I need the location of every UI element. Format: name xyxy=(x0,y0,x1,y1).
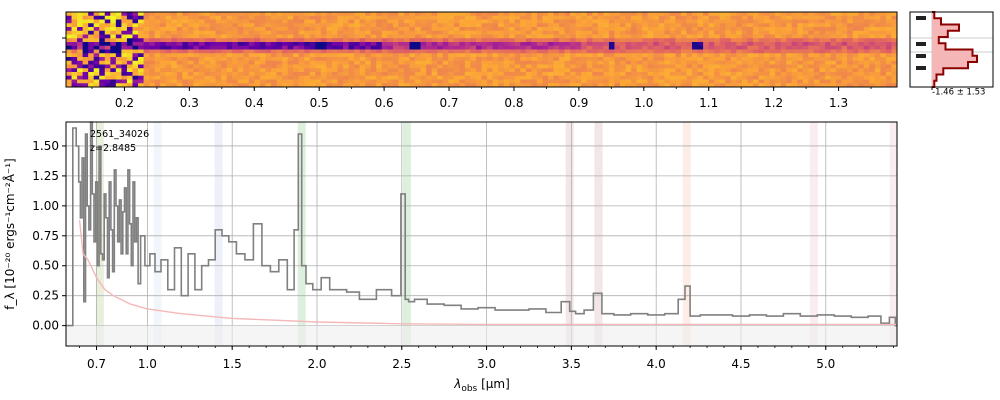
top-x-tick-label: 1.2 xyxy=(764,96,783,110)
panel-1d-frame xyxy=(65,121,898,347)
top-x-tick-label: 1.0 xyxy=(634,96,653,110)
panel-2d-spectrum: 0.2 0.3 0.4 0.5 0.6 0.7 0.8 0.9 1.0 1.1 1.2 1.3 xyxy=(62,11,898,110)
line-band xyxy=(594,122,603,346)
top-x-tick-label: 0.6 xyxy=(375,96,394,110)
y-tick-label: 1.50 xyxy=(32,139,59,153)
line-band xyxy=(402,122,411,346)
series-error-line xyxy=(78,220,897,326)
y-axis-label: f_λ [10⁻²⁰ ergs⁻¹cm⁻²Å⁻¹] xyxy=(2,158,17,309)
top-x-tick-label: 1.1 xyxy=(699,96,718,110)
line-band xyxy=(889,122,898,346)
y-tick-label: 0.75 xyxy=(32,229,59,243)
profile-line xyxy=(932,11,978,88)
panel-1d-spectrum: 0.7 1.0 1.5 2.0 2.5 3.0 3.5 4.0 4.5 5.0 0.00 0.25 0.… xyxy=(2,121,898,394)
top-x-tick-label: 0.3 xyxy=(180,96,199,110)
line-band xyxy=(214,122,223,346)
profile-marker xyxy=(916,42,926,46)
x-axis-label-sub: obs xyxy=(461,384,477,394)
series-flux-line xyxy=(66,121,897,327)
profile-marker xyxy=(916,66,926,70)
profile-marker xyxy=(916,16,926,20)
line-band xyxy=(153,122,162,346)
grid xyxy=(66,122,897,346)
x-tick-label: 4.5 xyxy=(731,357,750,371)
x-tick-label: 3.5 xyxy=(562,357,581,371)
object-label: 2561_34026 xyxy=(90,129,149,140)
top-x-tick-label: 0.8 xyxy=(504,96,523,110)
x-tick-label: 4.0 xyxy=(647,357,666,371)
top-x-tick-label: 0.5 xyxy=(310,96,329,110)
x-tick-label: 1.5 xyxy=(223,357,242,371)
y-tick-label: 0.25 xyxy=(32,289,59,303)
y-tick-label: 1.00 xyxy=(32,199,59,213)
line-band xyxy=(809,122,818,346)
profile-marker xyxy=(916,54,926,58)
x-axis-label: λobs [μm] xyxy=(453,377,510,394)
redshift-label: z=2.8485 xyxy=(90,143,136,154)
top-x-tick-label: 0.2 xyxy=(115,96,134,110)
top-x-tick-label: 0.9 xyxy=(569,96,588,110)
top-x-axis: 0.2 0.3 0.4 0.5 0.6 0.7 0.8 0.9 1.0 1.1 1.2 1.3 xyxy=(62,37,872,110)
panel-spatial-profile: -1.46 ± 1.53 xyxy=(909,11,994,98)
top-x-tick-label: 1.3 xyxy=(829,96,848,110)
x-tick-label: 1.0 xyxy=(138,357,157,371)
line-band xyxy=(682,122,691,346)
profile-frame xyxy=(909,11,994,88)
line-bands xyxy=(95,122,898,346)
series xyxy=(66,121,897,327)
y-tick-label: 0.00 xyxy=(32,319,59,333)
x-axis-label-unit: [μm] xyxy=(481,377,510,391)
top-x-tick-label: 0.4 xyxy=(245,96,264,110)
x-axis-label-main: λ xyxy=(453,377,461,391)
x-tick-label: 0.7 xyxy=(87,357,106,371)
profile-annotation: -1.46 ± 1.53 xyxy=(932,88,985,98)
x-tick-label: 2.0 xyxy=(307,357,326,371)
axes: 0.7 1.0 1.5 2.0 2.5 3.0 3.5 4.0 4.5 5.0 0.00 0.25 0.… xyxy=(32,139,895,371)
top-x-tick-label: 0.7 xyxy=(439,96,458,110)
y-tick-label: 1.25 xyxy=(32,169,59,183)
line-band xyxy=(565,122,574,346)
heatmap-cells xyxy=(66,12,898,88)
x-tick-label: 5.0 xyxy=(816,357,835,371)
x-tick-label: 2.5 xyxy=(392,357,411,371)
x-tick-label: 3.0 xyxy=(477,357,496,371)
y-tick-label: 0.50 xyxy=(32,259,59,273)
